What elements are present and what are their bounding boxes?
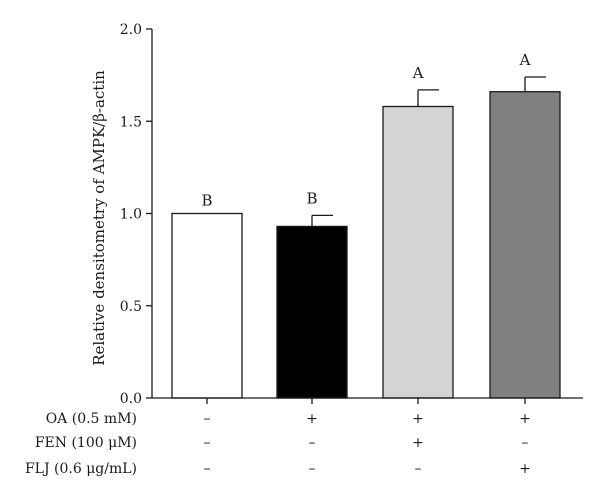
y-tick-label: 0.5 (120, 299, 142, 315)
bar (382, 105, 454, 399)
x-axis (152, 397, 583, 404)
y-tick-label: 0.0 (120, 391, 142, 407)
y-tick-label: 2.0 (120, 22, 142, 38)
treatment-sign: + (412, 411, 424, 427)
bars: B B A A (171, 51, 561, 399)
treatment-table: OA (0.5 mM) – + + + FEN (100 μM) – – + – FLJ (0.6 … (25, 411, 531, 477)
significance-letter: A (412, 64, 424, 82)
y-tick-label: 1.5 (120, 114, 142, 130)
treatment-sign: – (309, 435, 316, 451)
treatment-sign: – (309, 461, 316, 477)
significance-letter: B (306, 189, 317, 207)
bar (276, 225, 348, 399)
y-axis: 0.0 0.5 1.0 1.5 2.0 (120, 22, 153, 407)
y-tick-label: 1.0 (120, 207, 142, 223)
significance-letter: A (519, 51, 531, 69)
treatment-sign: – (204, 435, 211, 451)
significance-letter: B (201, 192, 212, 210)
treatment-sign: – (204, 411, 211, 427)
treatment-sign: + (412, 435, 424, 451)
treatment-sign: + (519, 411, 531, 427)
treatment-sign: – (204, 461, 211, 477)
treatment-sign: – (522, 435, 529, 451)
treatment-row-label: FLJ (0.6 μg/mL) (25, 461, 137, 477)
y-axis-label: Relative densitometry of AMPK/β-actin (90, 70, 108, 366)
treatment-sign: – (415, 461, 422, 477)
treatment-row-label: OA (0.5 mM) (46, 411, 137, 427)
bar (489, 91, 561, 399)
treatment-sign: + (306, 411, 318, 427)
bar (171, 212, 243, 399)
treatment-sign: + (519, 461, 531, 477)
treatment-row-label: FEN (100 μM) (35, 435, 137, 451)
